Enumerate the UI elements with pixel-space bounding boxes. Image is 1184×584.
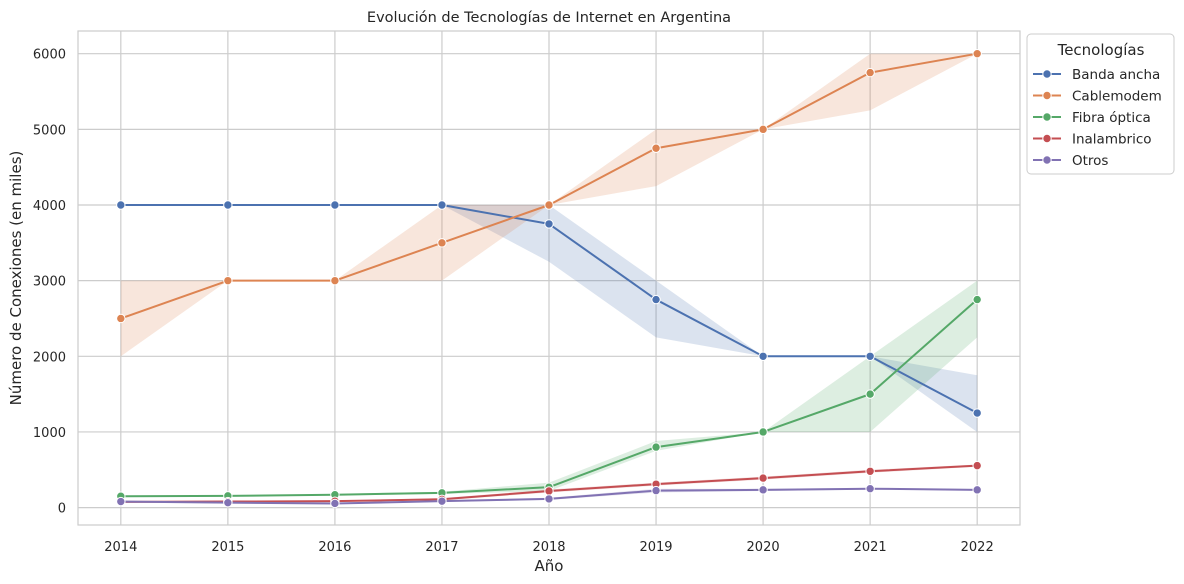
data-point-fibra-optica [651,442,661,452]
legend-label-cablemodem: Cablemodem [1072,89,1162,105]
x-tick-label: 2017 [425,540,458,555]
x-tick-labels: 2014 2015 2016 2017 2018 2019 2020 2021 2022 [104,540,993,555]
data-point-cablemodem [544,200,554,210]
legend-marker-fibra-optica [1042,112,1052,122]
data-point-banda-ancha [758,351,768,361]
data-point-cablemodem [437,238,447,248]
chart-title: Evolución de Tecnologías de Internet en … [367,10,731,26]
data-point-banda-ancha [972,408,982,418]
data-point-fibra-optica [865,389,875,399]
x-tick-label: 2022 [961,540,994,555]
data-point-fibra-optica [758,427,768,437]
legend-marker-banda-ancha [1042,69,1052,79]
data-point-cablemodem [758,124,768,135]
x-tick-label: 2018 [532,540,565,555]
data-point-cablemodem [223,275,233,286]
data-point-fibra-optica [972,294,982,305]
y-tick-label: 1000 [33,426,66,441]
data-point-banda-ancha [651,294,661,305]
data-point-cablemodem [972,48,982,59]
data-point-cablemodem [116,313,126,324]
data-point-banda-ancha [330,200,340,210]
legend-label-otros: Otros [1072,153,1108,169]
data-point-cablemodem [651,143,661,153]
legend: Tecnologías Banda ancha Cablemodem Fibra ó… [1026,33,1175,175]
data-point-cablemodem [865,67,875,78]
legend-title: Tecnologías [1057,41,1145,59]
x-axis-label: Año [535,557,564,575]
x-tick-label: 2014 [104,540,137,555]
data-point-inalambrico [758,473,768,483]
data-point-banda-ancha [116,200,126,210]
legend-label-banda-ancha: Banda ancha [1072,67,1160,83]
legend-marker-otros [1042,155,1052,165]
y-tick-labels: 0 1000 2000 3000 4000 5000 6000 [33,48,66,517]
x-tick-label: 2020 [747,540,780,555]
legend-items: Banda ancha Cablemodem Fibra óptica Inalamb… [1033,67,1162,169]
y-tick-label: 6000 [33,48,66,63]
ci-band-banda-ancha [120,204,978,432]
data-point-otros [865,483,875,494]
y-tick-label: 5000 [33,123,66,138]
x-tick-label: 2015 [211,540,244,555]
y-tick-label: 2000 [33,350,66,365]
data-point-banda-ancha [223,200,233,210]
data-point-inalambrico [865,466,875,476]
legend-marker-cablemodem [1042,90,1052,101]
x-tick-label: 2019 [639,540,672,555]
data-point-banda-ancha [437,200,447,210]
data-point-inalambrico [544,486,554,496]
data-point-banda-ancha [865,351,875,361]
x-tick-label: 2016 [318,540,351,555]
data-point-banda-ancha [544,219,554,229]
y-axis-label: Número de Conexiones (en miles) [7,151,25,406]
legend-label-fibra-optica: Fibra óptica [1072,110,1151,126]
plot-frame [77,30,1021,526]
data-point-otros [758,485,768,495]
data-point-otros [972,485,982,495]
series-markers [116,48,982,509]
data-point-otros [223,497,233,508]
data-point-inalambrico [972,460,982,471]
y-tick-label: 0 [58,502,66,517]
data-point-otros [116,496,126,507]
y-tick-label: 4000 [33,199,66,214]
data-point-otros [544,494,554,504]
data-point-otros [330,498,340,509]
y-tick-label: 3000 [33,275,66,290]
legend-marker-inalambrico [1042,133,1052,144]
x-tick-label: 2021 [854,540,887,555]
data-point-otros [437,496,447,506]
data-point-otros [651,485,661,496]
data-point-cablemodem [330,275,340,286]
legend-label-inalambrico: Inalambrico [1072,132,1152,148]
legend-box [1026,33,1175,175]
